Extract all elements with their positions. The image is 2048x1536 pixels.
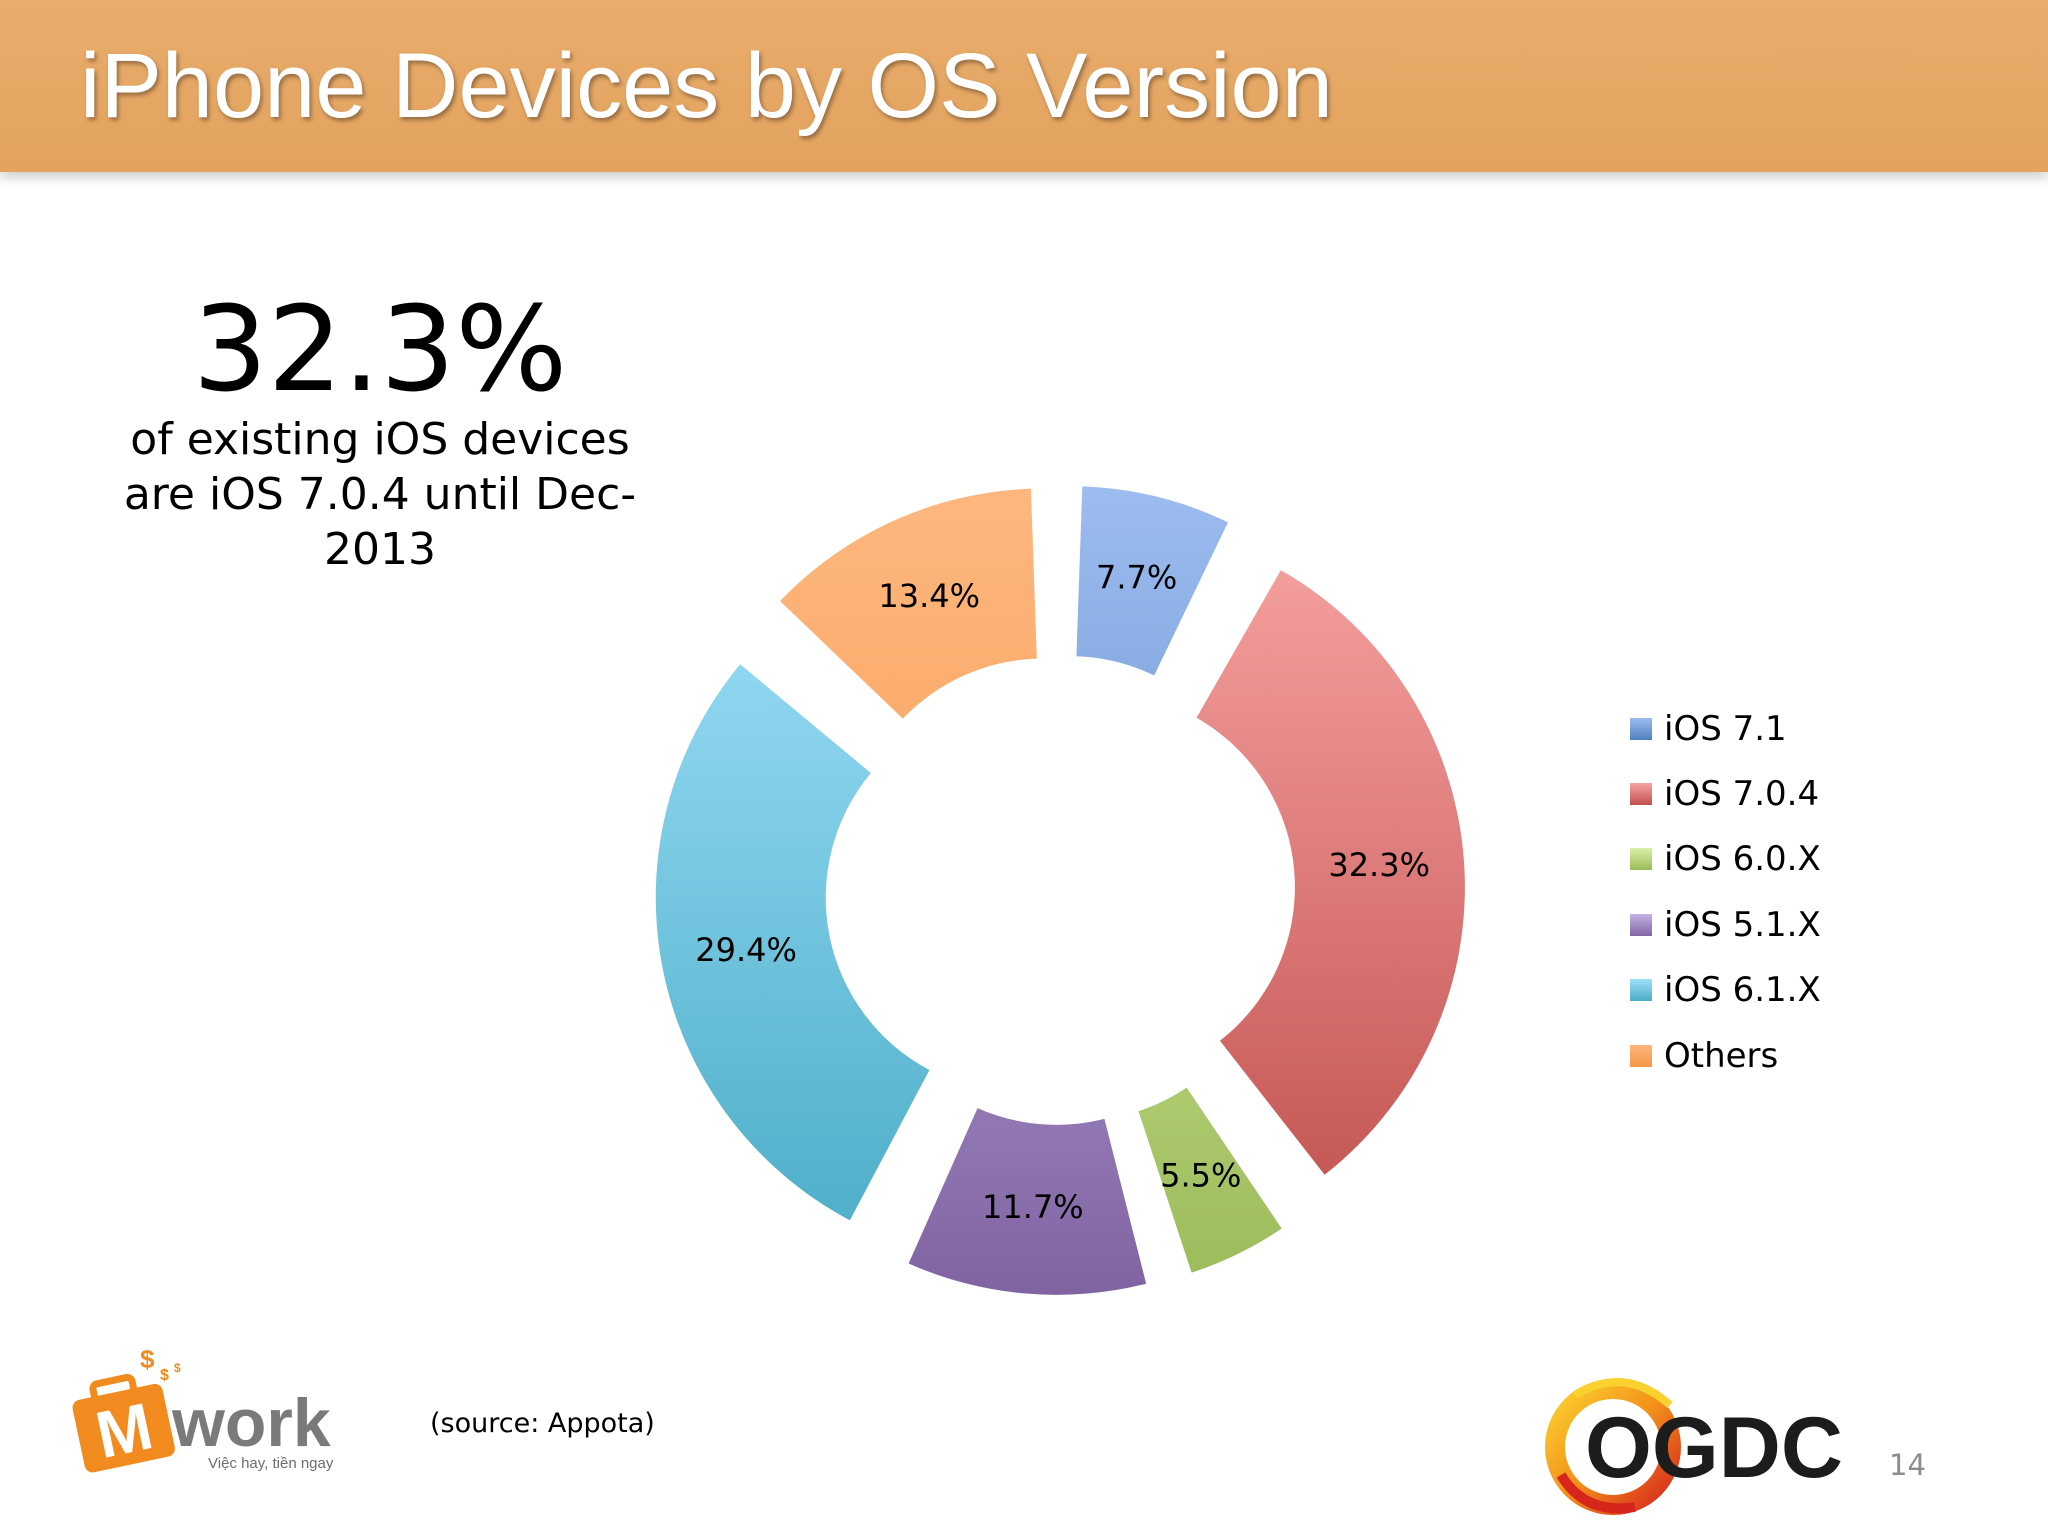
legend-swatch (1630, 783, 1652, 806)
page-number: 14 (1889, 1448, 1926, 1482)
legend-swatch (1630, 979, 1652, 1002)
chart-slice (908, 1108, 1147, 1295)
chart-slices (655, 486, 1465, 1295)
highlight-caption: of existing iOS devices are iOS 7.0.4 un… (95, 412, 665, 577)
chart-data-labels: 7.7% 32.3% 5.5% 11.7% 29.4% 13.4% (695, 558, 1430, 1226)
legend-item: iOS 6.0.X (1630, 827, 1821, 892)
chart-slice (1076, 486, 1228, 676)
chart-data-label: 32.3% (1328, 846, 1430, 884)
title-bar: iPhone Devices by OS Version (0, 0, 2048, 172)
legend-swatch (1630, 1044, 1652, 1067)
highlight-caption-line: are iOS 7.0.4 until Dec- (123, 469, 637, 520)
chart-slice (1196, 570, 1465, 1175)
legend-swatch (1630, 717, 1652, 740)
legend-label: iOS 6.1.X (1664, 970, 1821, 1011)
legend-label: iOS 5.1.X (1664, 904, 1821, 945)
legend-label: iOS 6.0.X (1664, 839, 1821, 880)
legend-label: iOS 7.1 (1664, 708, 1787, 749)
legend-swatch (1630, 848, 1652, 871)
chart-slice (1138, 1087, 1282, 1273)
mwork-logo: M $ $ $ work Việc hay, tiền ngay (72, 1350, 334, 1473)
source-note: (source: Appota) (430, 1408, 655, 1439)
highlight-caption-line: of existing iOS devices (130, 414, 630, 465)
mwork-logo-tagline: Việc hay, tiền ngay (208, 1455, 334, 1472)
legend-swatch (1630, 913, 1652, 936)
svg-text:$: $ (140, 1350, 155, 1374)
legend-item: iOS 6.1.X (1630, 958, 1821, 1023)
ogdc-logo-wordmark: OGDC (1585, 1400, 1843, 1496)
chart-data-label: 7.7% (1096, 558, 1177, 596)
chart-legend: iOS 7.1 iOS 7.0.4 iOS 6.0.X iOS 5.1.X iOS 6.… (1630, 696, 1821, 1088)
legend-item: iOS 7.1 (1630, 696, 1821, 761)
chart-slice (780, 488, 1037, 719)
chart-data-label: 11.7% (982, 1188, 1084, 1226)
legend-label: iOS 7.0.4 (1664, 774, 1820, 815)
legend-item: Others (1630, 1023, 1821, 1088)
svg-text:$: $ (160, 1367, 169, 1384)
svg-text:$: $ (174, 1361, 181, 1375)
legend-label: Others (1664, 1035, 1779, 1076)
chart-data-label: 29.4% (695, 931, 797, 969)
ogdc-logo: OGDC (1545, 1378, 1843, 1515)
mwork-logo-wordmark: work (171, 1385, 331, 1461)
chart-slice (655, 664, 930, 1221)
legend-item: iOS 7.0.4 (1630, 761, 1821, 826)
highlight-stat: 32.3% (192, 280, 568, 418)
slide-title: iPhone Devices by OS Version (80, 35, 1333, 137)
chart-data-label: 5.5% (1160, 1156, 1241, 1194)
highlight-caption-line: 2013 (324, 524, 436, 575)
legend-item: iOS 5.1.X (1630, 892, 1821, 957)
chart-data-label: 13.4% (878, 577, 980, 615)
